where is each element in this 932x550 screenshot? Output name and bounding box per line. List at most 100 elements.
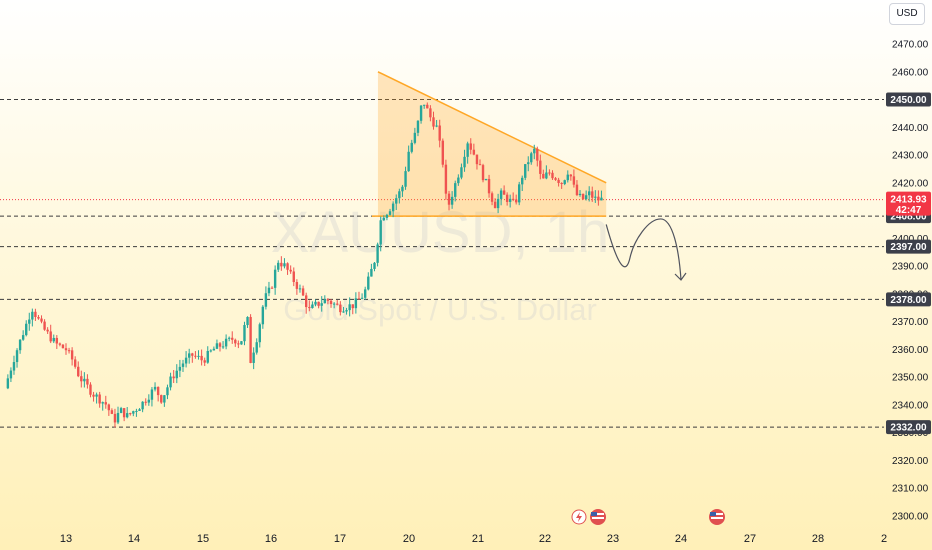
price-tick-label: 2310.00 <box>892 484 929 495</box>
candle-body <box>267 287 271 294</box>
candle-body <box>95 394 98 397</box>
candle-body <box>367 276 370 290</box>
candle-body <box>144 401 147 403</box>
candle-body <box>113 413 117 423</box>
candle-body <box>298 288 302 290</box>
candle-body <box>581 193 585 200</box>
price-tick-label: 2350.00 <box>892 373 929 384</box>
candle-body <box>166 387 169 396</box>
candle-body <box>301 288 305 296</box>
candle-body <box>413 132 417 143</box>
candle-body <box>572 176 576 185</box>
candle-body <box>524 164 527 178</box>
candle-body <box>466 143 469 157</box>
candle-body <box>469 143 472 150</box>
candle-body <box>563 180 566 184</box>
candle-body <box>463 156 466 168</box>
candle-body <box>484 178 488 181</box>
candle-body <box>395 198 398 204</box>
candle-body <box>218 343 222 347</box>
level-tag-label: 2397.00 <box>890 242 927 253</box>
candle-body <box>419 105 423 121</box>
price-tick-label: 2440.00 <box>892 123 929 134</box>
candle-body <box>373 262 376 269</box>
dividend-icon[interactable] <box>571 509 587 525</box>
candle-body <box>163 395 166 403</box>
candle-body <box>584 195 588 200</box>
level-tag <box>886 292 931 307</box>
candle-body <box>92 394 95 397</box>
triangle-upper-line[interactable] <box>377 71 607 184</box>
candle-body <box>569 174 573 177</box>
candle-body <box>175 370 178 379</box>
candle-body <box>273 269 277 288</box>
candle-body <box>277 262 280 270</box>
candle-body <box>55 337 59 344</box>
time-tick-label: 20 <box>403 533 415 545</box>
candle-body <box>594 196 597 198</box>
candle-body <box>280 262 283 267</box>
candle-body <box>80 376 83 382</box>
candle-body <box>156 386 160 396</box>
candle-body <box>138 409 141 411</box>
candle-body <box>61 344 65 349</box>
candle-body <box>116 412 120 423</box>
candle-body <box>98 394 101 404</box>
candle-body <box>178 366 182 371</box>
candle-body <box>578 193 582 196</box>
candle-body <box>21 335 25 340</box>
candle-body <box>320 303 323 306</box>
candle-body <box>329 300 333 305</box>
candle-body <box>336 303 339 305</box>
candle-body <box>304 295 308 308</box>
time-tick-label: 22 <box>539 533 551 545</box>
candle-body <box>224 338 228 347</box>
time-tick-label: 17 <box>334 533 346 545</box>
level-tag <box>886 239 931 254</box>
candle-body <box>416 120 420 133</box>
candle-body <box>475 154 479 165</box>
candle-body <box>502 190 506 195</box>
level-tag-label: 2408.00 <box>890 212 927 223</box>
candle-body <box>231 337 234 340</box>
us-flag-icon[interactable] <box>590 509 606 525</box>
candle-body <box>153 386 157 390</box>
descending-triangle[interactable] <box>371 71 607 217</box>
candle-body <box>505 194 509 202</box>
candles <box>6 102 603 428</box>
candle-body <box>575 184 579 196</box>
countdown-label: 42:47 <box>896 205 922 216</box>
time-tick-label: 2 <box>881 533 887 545</box>
candle-body <box>209 350 213 352</box>
candle-body <box>360 297 364 299</box>
candle-body <box>472 149 476 155</box>
price-tick-label: 2430.00 <box>892 151 929 162</box>
candle-body <box>493 201 497 209</box>
price-tick-label: 2400.00 <box>892 234 929 245</box>
triangle-fill <box>377 71 607 217</box>
candle-body <box>292 271 295 283</box>
candle-body <box>450 196 454 205</box>
candle-body <box>376 244 379 263</box>
candle-body <box>597 196 600 201</box>
level-tag-label: 2378.00 <box>890 295 927 306</box>
candle-body <box>588 191 591 196</box>
price-tick-label: 2370.00 <box>892 317 929 328</box>
candle-body <box>67 350 71 352</box>
price-axis[interactable]: 2300.002310.002320.002330.002340.002350.… <box>892 40 929 523</box>
currency-button[interactable]: USD <box>889 3 925 25</box>
us-flag-icon[interactable] <box>709 509 725 525</box>
level-tag <box>886 420 931 435</box>
price-tick-label: 2420.00 <box>892 178 929 189</box>
candle-body <box>9 370 13 379</box>
level-tag-label: 2332.00 <box>890 423 927 434</box>
candle-body <box>221 346 225 348</box>
candle-body <box>551 172 554 179</box>
candle-body <box>40 318 43 322</box>
candle-body <box>141 401 144 410</box>
time-axis[interactable]: 13 14 15 16 17 20 21 22 23 24 27 28 2 <box>60 533 887 545</box>
candle-body <box>286 263 289 270</box>
